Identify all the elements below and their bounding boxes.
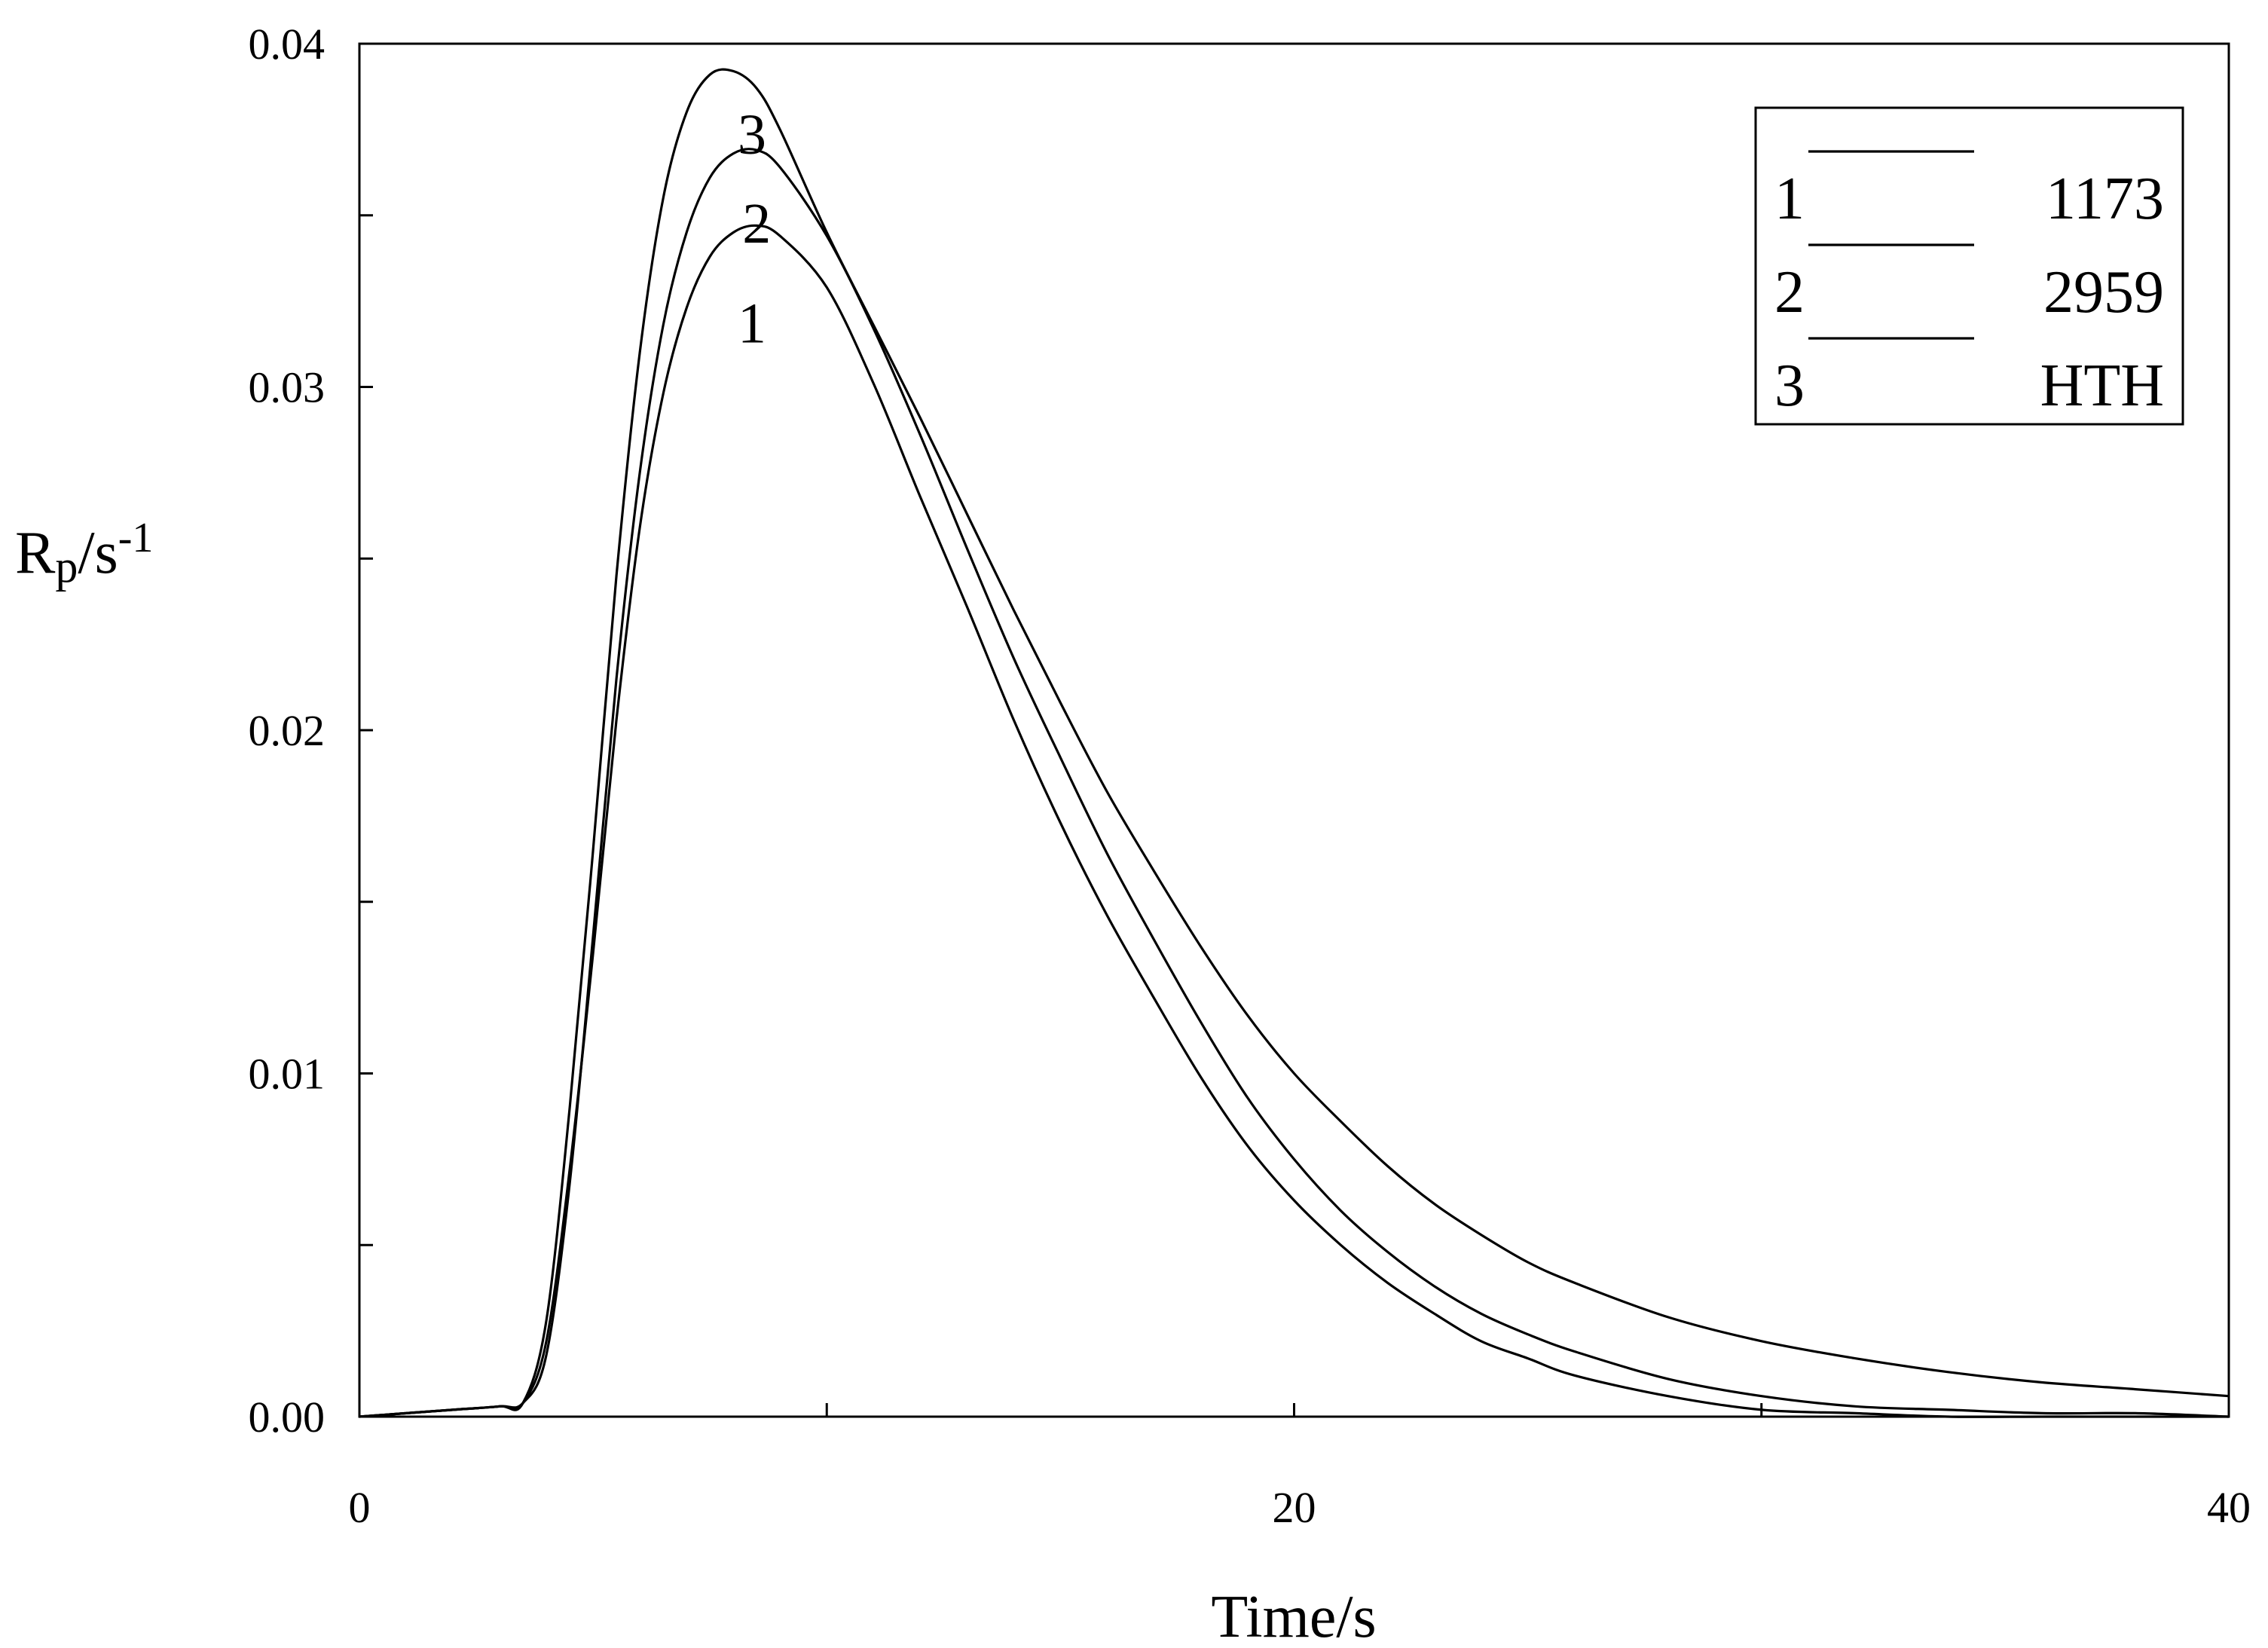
legend-number: 3 <box>1774 353 1805 419</box>
x-tick-label: 0 <box>349 1483 371 1532</box>
series-line-2 <box>359 148 2230 1418</box>
legend-label: HTH <box>2040 353 2164 419</box>
y-axis-title-sup: -1 <box>118 515 154 561</box>
tick-labels: 0.00 0.01 0.02 0.03 0.04 0 20 40 <box>249 20 2251 1532</box>
legend-number: 1 <box>1774 166 1805 232</box>
legend-label: 1173 <box>2046 166 2164 232</box>
curve-label-3: 3 <box>738 103 766 167</box>
legend-label: 2959 <box>2043 259 2164 326</box>
y-tick-label: 0.02 <box>249 706 326 755</box>
curve-label-2: 2 <box>742 192 771 255</box>
y-tick-label: 0.03 <box>249 363 326 412</box>
x-axis-title: Time/s <box>1211 1584 1376 1648</box>
y-tick-label: 0.01 <box>249 1050 326 1099</box>
legend-box <box>1754 106 2184 426</box>
x-tick-label: 20 <box>1273 1483 1316 1532</box>
legend-number: 2 <box>1774 259 1805 326</box>
series-line-1 <box>359 224 2229 1418</box>
y-tick-label: 0.04 <box>249 20 326 69</box>
series-group <box>359 68 2230 1418</box>
curve-labels: 3 2 1 <box>738 103 771 356</box>
series-line-3 <box>359 68 2230 1418</box>
x-tick-label: 40 <box>2207 1483 2251 1532</box>
y-axis-title: Rp/s-1 <box>15 515 153 592</box>
legend: 1 1173 2 2959 3 HTH <box>1754 106 2184 426</box>
y-axis-title-base: R <box>15 520 56 586</box>
y-axis-title-sub: p <box>55 542 78 592</box>
y-tick-label: 0.00 <box>249 1393 326 1442</box>
curve-label-1: 1 <box>738 292 766 355</box>
legend-items: 1 1173 2 2959 3 HTH <box>1774 150 2164 419</box>
y-axis-title-mid: /s <box>78 520 118 586</box>
